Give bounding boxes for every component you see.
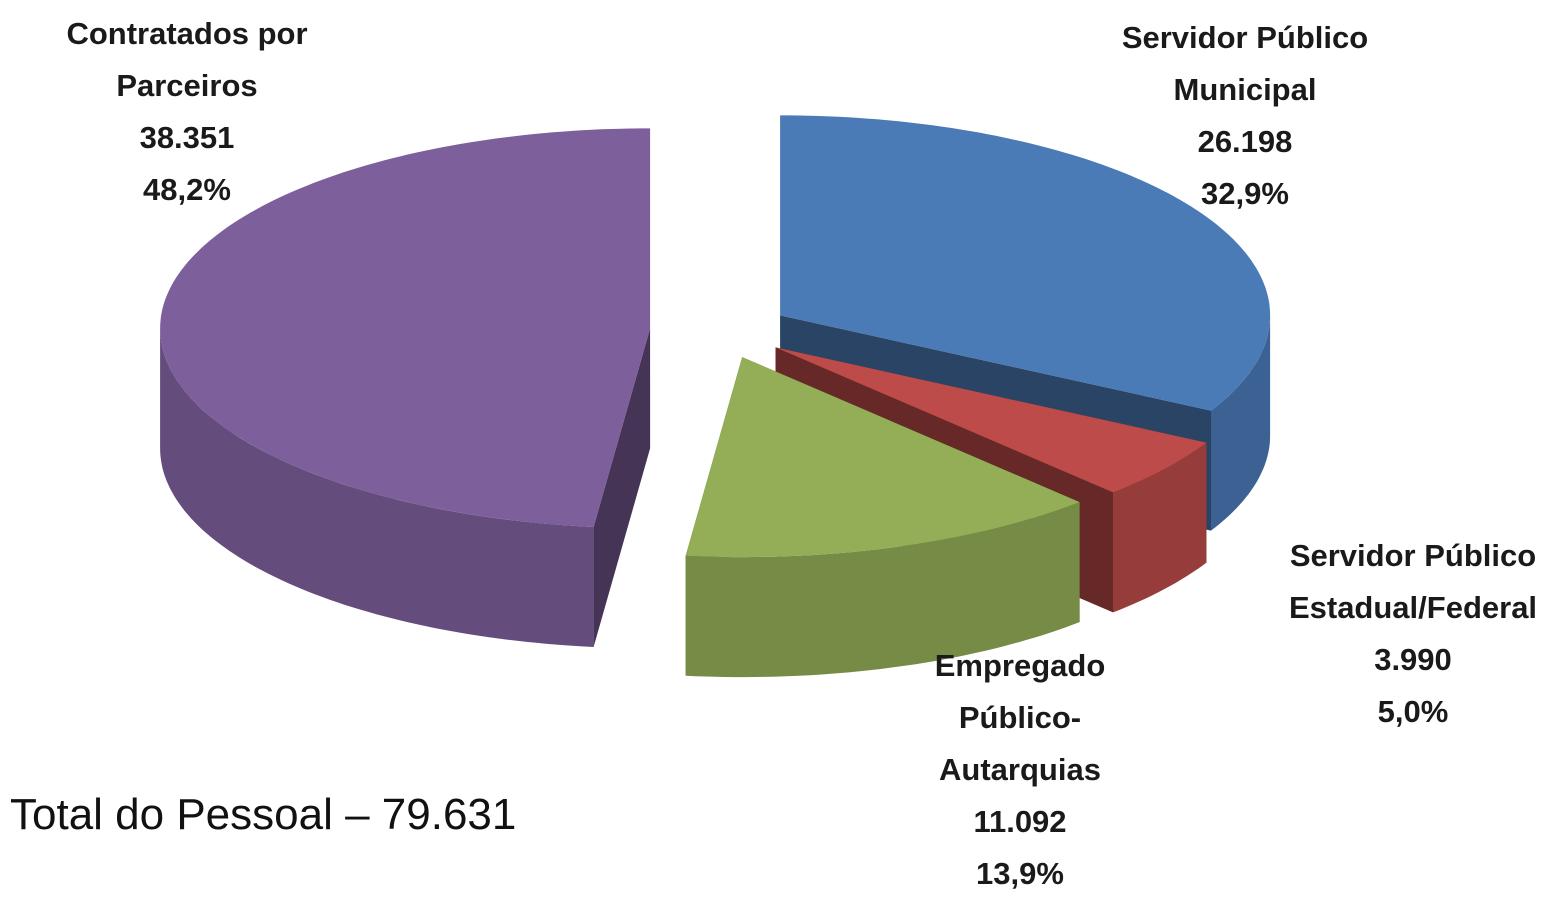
category-label: Servidor Público Municipal <box>1121 20 1369 107</box>
value-label: 26.198 <box>1197 124 1293 159</box>
slice-wall <box>685 502 1080 678</box>
percent-label: 48,2% <box>143 172 231 207</box>
slice-wall <box>1211 315 1271 531</box>
slice <box>160 128 651 527</box>
slice-label: Contratados por Parceiros 38.351 48,2% <box>27 8 347 216</box>
percent-label: 32,9% <box>1201 176 1289 211</box>
total-annotation: Total do Pessoal – 79.631 <box>10 790 517 839</box>
category-label: Servidor Público Estadual/Federal <box>1288 538 1538 625</box>
slice-label: Servidor Público Municipal 26.198 32,9% <box>1085 12 1405 220</box>
value-label: 11.092 <box>973 804 1067 839</box>
slice-wall <box>1113 442 1207 613</box>
slice <box>780 115 1271 411</box>
slice <box>685 357 1080 678</box>
category-label: Contratados por Parceiros <box>66 16 308 103</box>
value-label: 38.351 <box>139 120 235 155</box>
slice-label: Servidor Público Estadual/Federal 3.990 5,… <box>1263 530 1563 738</box>
value-label: 3.990 <box>1374 642 1452 677</box>
percent-label: 5,0% <box>1377 694 1449 729</box>
percent-label: 13,9% <box>976 856 1064 891</box>
slice-radial-face <box>593 328 651 647</box>
slice <box>685 357 1080 558</box>
slice <box>160 128 651 647</box>
category-label: Empregado Público-Autarquias <box>934 648 1106 787</box>
slice-label: Empregado Público-Autarquias 11.092 13,9% <box>910 640 1130 900</box>
slice-wall <box>160 328 594 647</box>
slice <box>775 347 1207 493</box>
